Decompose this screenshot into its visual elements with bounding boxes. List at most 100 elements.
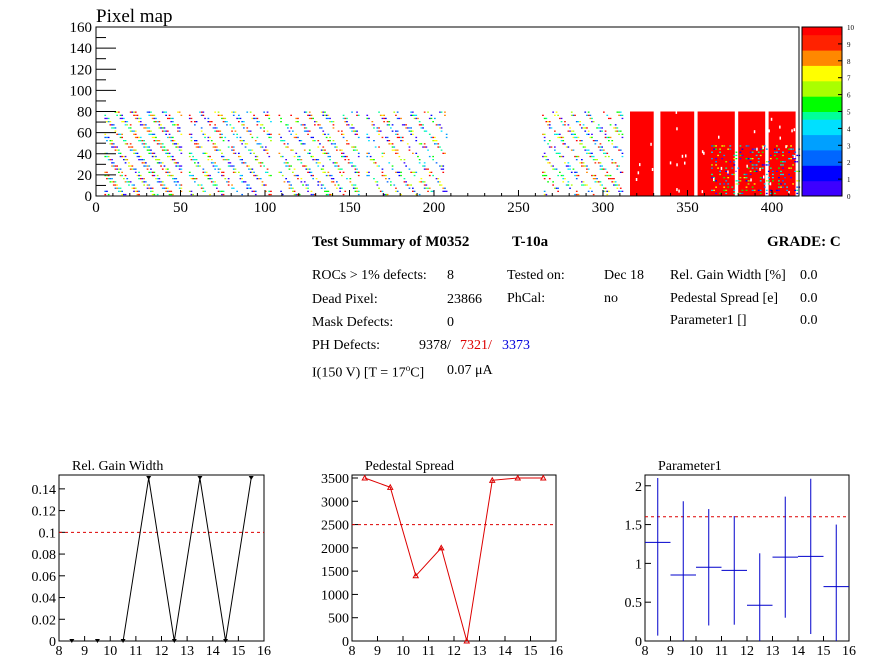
- pixel-hit: [178, 111, 181, 113]
- pixel-hit: [574, 171, 576, 173]
- pixel-hit: [401, 124, 404, 126]
- pixel-hit: [263, 111, 265, 113]
- pixel-hit: [390, 143, 392, 145]
- pixel-hit: [341, 152, 343, 154]
- pixel-gap: [681, 154, 684, 158]
- pixel-hit: [287, 127, 289, 129]
- pixel-hit: [619, 187, 622, 189]
- pixel-hit: [586, 152, 588, 154]
- pixel-hit: [111, 146, 113, 148]
- pixel-hit: [134, 190, 137, 192]
- phcal-label: PhCal:: [507, 291, 546, 306]
- pixel-hit: [327, 114, 330, 116]
- pixel-hit: [139, 140, 142, 142]
- y-tick-label: 60: [77, 126, 92, 142]
- pixel-hit: [337, 168, 340, 170]
- pixel-hit: [423, 162, 426, 164]
- pixel-hit: [570, 171, 573, 173]
- pixel-hit: [550, 165, 553, 167]
- pixel-hit: [792, 154, 794, 157]
- pixel-hit: [148, 171, 151, 173]
- pixel-hit: [290, 184, 292, 186]
- pixel-hit: [608, 174, 610, 177]
- pixel-hit: [156, 174, 159, 177]
- pixel-hit: [587, 190, 590, 192]
- pixel-hit: [254, 140, 257, 142]
- pixel-hit: [616, 130, 619, 132]
- pixel-hit: [266, 111, 269, 113]
- dead-pixel-label: Dead Pixel:: [312, 292, 378, 307]
- pixel-hit: [111, 143, 113, 145]
- pixel-hit: [317, 140, 320, 142]
- pixel-hit: [324, 190, 326, 192]
- pixel-hit: [400, 174, 402, 177]
- pixel-hit: [428, 155, 431, 158]
- pixel-hit: [138, 193, 140, 196]
- palette-tick-label: 0: [847, 193, 851, 201]
- pixel-hit: [300, 159, 303, 161]
- pixel-hit: [222, 159, 225, 161]
- pixel-hit: [357, 136, 360, 139]
- pixel-hit: [287, 162, 289, 164]
- pixel-hit: [560, 121, 563, 123]
- pixel-hit: [548, 162, 551, 164]
- pixel-hit: [769, 167, 772, 169]
- pixel-hit: [577, 121, 580, 123]
- pixel-hit: [109, 159, 112, 161]
- pixel-hit: [200, 114, 203, 116]
- pixel-hit: [418, 181, 421, 183]
- pixel-hit: [236, 133, 238, 135]
- pixel-hit: [601, 184, 603, 186]
- tested-value: Dec 18: [604, 268, 645, 283]
- pixel-hit: [317, 181, 320, 183]
- pixel-hit: [234, 111, 237, 113]
- pixel-hit: [570, 111, 573, 113]
- pixel-hit: [381, 114, 384, 116]
- pixel-hit: [743, 177, 746, 179]
- data-point: [514, 474, 522, 481]
- pixel-hit: [621, 155, 624, 158]
- pixel-hit: [188, 114, 191, 116]
- pixel-hit: [190, 178, 193, 180]
- pixel-hit: [192, 155, 194, 158]
- pixel-hit: [767, 180, 770, 182]
- pixel-hit: [613, 178, 615, 180]
- pixel-hit: [586, 149, 588, 151]
- pixel-hit: [118, 152, 120, 154]
- pixel-hit: [393, 149, 396, 151]
- pixel-hit: [604, 187, 607, 189]
- pixel-hit: [786, 186, 788, 188]
- pixel-hit: [368, 152, 370, 154]
- pixel-hit: [143, 140, 145, 142]
- pixel-hit: [302, 184, 304, 186]
- pixel-hit: [408, 130, 411, 132]
- pixel-hit: [548, 140, 551, 142]
- pixel-hit: [134, 111, 137, 113]
- pixel-hit: [146, 111, 149, 113]
- pixel-hit: [180, 152, 183, 154]
- pixel-hit: [222, 117, 225, 120]
- pixel-hit: [106, 178, 108, 180]
- pixel-hit: [591, 174, 593, 177]
- pixel-hit: [418, 124, 421, 126]
- pixel-gap: [639, 163, 641, 167]
- pixel-hit: [618, 184, 620, 186]
- palette-tick-label: 5: [847, 109, 851, 117]
- pixel-hit: [403, 162, 406, 164]
- pixel-hit: [614, 130, 617, 132]
- pixel-hit: [258, 162, 260, 164]
- pixel-hit: [587, 114, 590, 116]
- pixel-hit: [725, 192, 728, 195]
- pixel-hit: [170, 121, 173, 123]
- pixel-hit: [199, 165, 201, 167]
- pixel-hit: [151, 114, 154, 116]
- pixel-hit: [381, 155, 384, 158]
- pixel-hit: [138, 136, 140, 139]
- pixel-hit: [435, 178, 438, 180]
- pixel-hit: [611, 178, 614, 180]
- pixel-hit: [177, 143, 179, 145]
- pixel-hit: [405, 124, 407, 126]
- pixel-hit: [334, 162, 336, 164]
- pixel-hit: [145, 165, 147, 167]
- pixel-hit: [253, 117, 255, 120]
